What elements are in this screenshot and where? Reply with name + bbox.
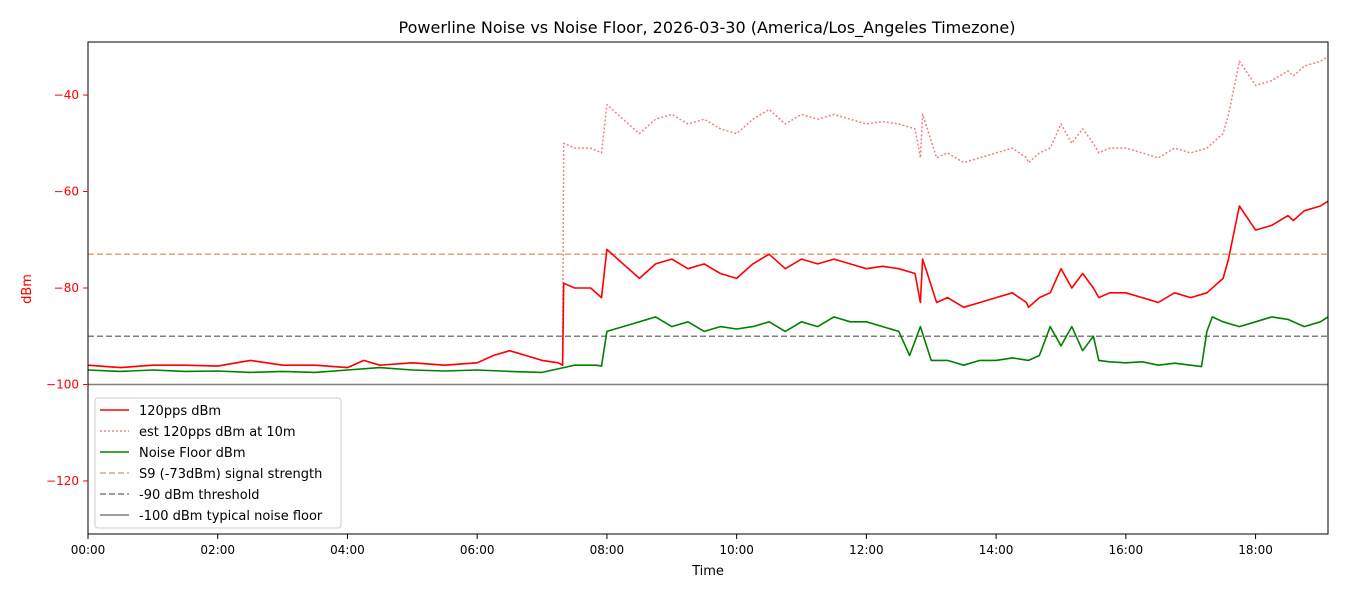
y-tick-label: −100	[46, 377, 79, 391]
x-tick-label: 06:00	[460, 543, 495, 557]
legend-label-5: -100 dBm typical noise floor	[139, 509, 323, 524]
series-line-0	[87, 200, 1329, 369]
series-line-2	[87, 316, 1329, 374]
chart-title: Powerline Noise vs Noise Floor, 2026-03-…	[399, 18, 1016, 38]
x-tick-label: 18:00	[1238, 543, 1273, 557]
x-tick-label: 00:00	[71, 543, 106, 557]
x-tick-label: 14:00	[979, 543, 1014, 557]
x-axis-label: Time	[691, 564, 724, 579]
x-tick-label: 12:00	[849, 543, 884, 557]
legend-label-3: S9 (-73dBm) signal strength	[139, 467, 322, 482]
y-tick-label: −80	[54, 281, 79, 295]
x-tick-label: 10:00	[719, 543, 754, 557]
legend-box	[94, 397, 342, 529]
x-axis: 00:00 02:00 04:00 06:00 08:00 10:00 12:00 14:00…	[71, 534, 1273, 557]
legend: 120pps dBm est 120pps dBm at 10m Noise Flo…	[94, 397, 342, 529]
x-tick-label: 16:00	[1109, 543, 1144, 557]
y-axis: −40 −60 −80 −100 −120	[46, 88, 88, 488]
legend-label-2: Noise Floor dBm	[139, 446, 246, 461]
y-tick-label: −60	[54, 185, 79, 199]
y-tick-label: −120	[46, 474, 79, 488]
legend-label-0: 120pps dBm	[139, 404, 221, 419]
x-tick-label: 04:00	[330, 543, 365, 557]
legend-label-1: est 120pps dBm at 10m	[139, 425, 296, 440]
series-line-1	[87, 55, 1329, 369]
y-tick-label: −40	[54, 88, 79, 102]
x-tick-label: 08:00	[590, 543, 625, 557]
y-axis-label: dBm	[20, 274, 35, 304]
x-tick-label: 02:00	[200, 543, 235, 557]
series-layer	[87, 55, 1329, 386]
legend-label-4: -90 dBm threshold	[139, 488, 260, 503]
